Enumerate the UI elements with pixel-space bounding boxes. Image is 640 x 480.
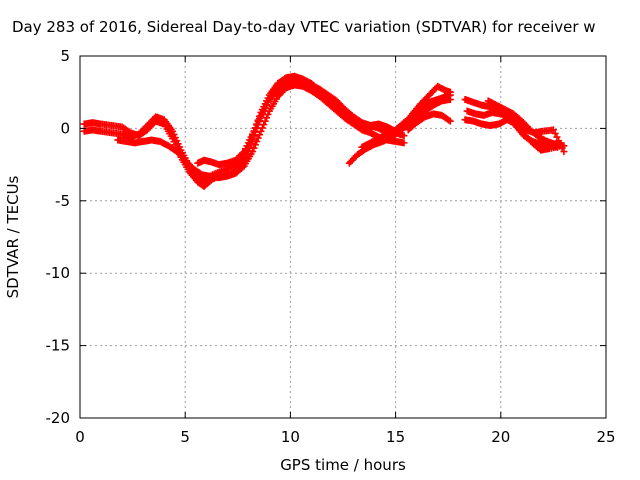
data-point bbox=[264, 110, 272, 118]
data-point bbox=[253, 121, 261, 129]
series-track-8 bbox=[404, 110, 454, 134]
x-tick-label: 20 bbox=[491, 428, 510, 446]
x-tick-label: 0 bbox=[75, 428, 85, 446]
series-track-7 bbox=[400, 82, 454, 130]
y-tick-label: 0 bbox=[60, 119, 70, 137]
data-point bbox=[256, 115, 264, 123]
y-tick-label: -15 bbox=[46, 337, 71, 355]
data-point bbox=[257, 127, 265, 135]
data-point bbox=[446, 88, 454, 96]
x-tick-label: 25 bbox=[596, 428, 615, 446]
data-point bbox=[251, 124, 259, 132]
series-track-12 bbox=[484, 97, 568, 150]
data-point bbox=[254, 118, 262, 126]
data-point bbox=[256, 131, 264, 139]
y-tick-label: -5 bbox=[55, 192, 70, 210]
data-point bbox=[258, 124, 266, 132]
data-point bbox=[260, 121, 268, 129]
data-point bbox=[553, 133, 561, 141]
data-point bbox=[249, 148, 257, 156]
y-tick-label: -10 bbox=[46, 264, 71, 282]
data-point bbox=[445, 116, 453, 124]
grid-lines bbox=[80, 56, 606, 418]
data-point bbox=[549, 126, 557, 134]
axis-ticks: 0 5 10 15 20 25 5 0 -5 -10 -15 -20 bbox=[46, 47, 616, 446]
data-point bbox=[250, 144, 258, 152]
data-point bbox=[176, 143, 184, 151]
data-point bbox=[171, 134, 179, 142]
series-track-4 bbox=[194, 77, 391, 169]
data-point bbox=[169, 127, 177, 135]
data-point bbox=[261, 117, 269, 125]
y-tick-label: -20 bbox=[46, 409, 71, 427]
y-tick-label: 5 bbox=[60, 47, 70, 65]
data-point bbox=[239, 163, 247, 171]
data-point bbox=[251, 141, 259, 149]
data-point bbox=[253, 137, 261, 145]
data-point bbox=[400, 139, 408, 147]
data-point bbox=[551, 129, 559, 137]
data-point bbox=[174, 140, 182, 148]
y-axis-label: SDTVAR / TECUs bbox=[4, 175, 22, 298]
data-series-layer bbox=[80, 72, 568, 190]
data-point bbox=[170, 130, 178, 138]
data-point bbox=[249, 130, 257, 138]
data-point bbox=[263, 114, 271, 122]
data-point bbox=[400, 132, 408, 140]
x-tick-label: 15 bbox=[386, 428, 405, 446]
x-tick-label: 5 bbox=[180, 428, 190, 446]
series-track-3 bbox=[114, 81, 408, 182]
data-point bbox=[239, 149, 247, 157]
data-point bbox=[446, 117, 454, 125]
x-axis-label: GPS time / hours bbox=[280, 456, 406, 474]
x-tick-label: 10 bbox=[281, 428, 300, 446]
data-point bbox=[254, 134, 262, 142]
data-point bbox=[560, 142, 568, 150]
data-point bbox=[250, 127, 258, 135]
chart-title: Day 283 of 2016, Sidereal Day-to-day VTE… bbox=[12, 18, 596, 36]
data-point bbox=[173, 137, 181, 145]
plot-frame bbox=[79, 55, 607, 419]
